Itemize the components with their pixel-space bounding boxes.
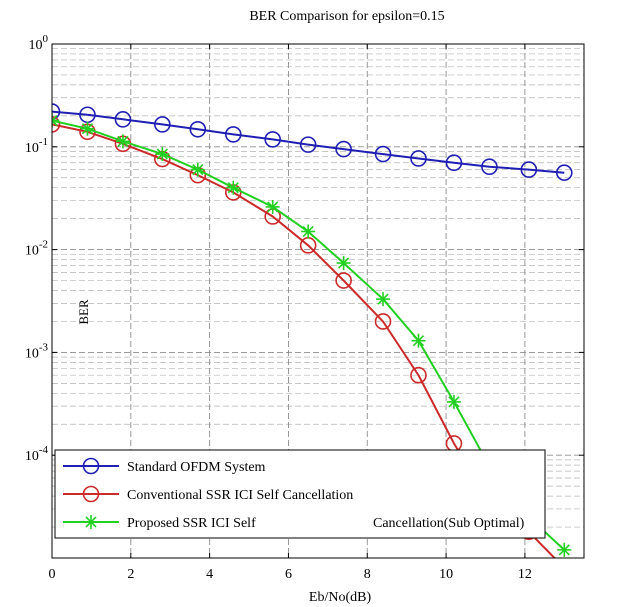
- legend-entry-2: Conventional SSR ICI Self Cancellation: [63, 485, 353, 503]
- data-point: [82, 457, 100, 475]
- data-point: [411, 333, 426, 348]
- legend-box: [54, 449, 546, 539]
- data-point: [189, 120, 207, 138]
- data-point: [226, 180, 241, 195]
- legend-label: Standard OFDM System: [127, 460, 266, 475]
- data-point: [376, 292, 391, 307]
- x-tick-label: 12: [518, 567, 532, 582]
- data-point: [114, 111, 132, 128]
- data-point: [335, 140, 352, 158]
- x-tick-label: 6: [285, 567, 292, 582]
- data-point: [374, 313, 392, 330]
- data-point: [481, 158, 498, 176]
- data-point: [557, 560, 572, 575]
- data-point: [446, 394, 461, 409]
- plot-frame: [51, 43, 585, 559]
- data-point: [410, 150, 427, 167]
- y-tick-label: 10-2: [25, 239, 48, 259]
- data-point: [155, 147, 170, 162]
- x-tick-label: 8: [364, 567, 371, 582]
- data-point: [190, 162, 205, 177]
- data-point: [154, 116, 171, 133]
- data-point: [335, 272, 352, 289]
- data-point: [555, 164, 573, 181]
- x-tick-label: 0: [49, 567, 56, 582]
- data-point: [264, 131, 281, 148]
- data-point: [224, 126, 242, 143]
- data-point: [374, 145, 392, 163]
- data-point: [52, 113, 59, 128]
- data-point: [115, 134, 130, 149]
- legend-entry-1: Standard OFDM System: [63, 457, 266, 475]
- y-tick-label: 100: [29, 33, 49, 53]
- data-point: [445, 154, 463, 172]
- series-line: [52, 110, 565, 174]
- y-tick-label: 10-1: [25, 136, 48, 156]
- data-point: [82, 485, 100, 503]
- y-tick-label: 10-4: [25, 444, 49, 464]
- data-point: [84, 515, 98, 529]
- data-point: [520, 161, 538, 178]
- x-tick-label: 2: [127, 567, 134, 582]
- axes: 0 2 4 6 8 10 12 100 10-1 10-2 10-3 10-4: [25, 33, 585, 582]
- data-point: [52, 103, 61, 120]
- data-point: [301, 224, 316, 239]
- data-point: [52, 116, 61, 133]
- data-point: [80, 121, 95, 136]
- y-axis-label: BER: [76, 299, 91, 325]
- legend-entry-3: Proposed SSR ICI Self Cancellation(Sub Op…: [63, 515, 525, 531]
- data-point: [557, 542, 572, 557]
- x-tick-label: 4: [206, 567, 213, 582]
- data-point: [265, 199, 280, 214]
- x-axis-label: Eb/No(dB): [309, 590, 372, 605]
- legend-label: Conventional SSR ICI Self Cancellation: [127, 488, 353, 503]
- legend: Standard OFDM System Conventional SSR ICI…: [54, 449, 546, 539]
- chart-title: BER Comparison for epsilon=0.15: [249, 9, 444, 24]
- x-tick-label: 10: [439, 567, 453, 582]
- legend-label-suffix: Cancellation(Sub Optimal): [373, 516, 525, 531]
- data-point: [299, 136, 317, 153]
- legend-label: Proposed SSR ICI Self: [127, 516, 256, 531]
- y-tick-label: 10-3: [25, 341, 49, 361]
- data-point: [410, 366, 427, 384]
- series-1: [52, 103, 573, 181]
- data-point: [336, 256, 351, 271]
